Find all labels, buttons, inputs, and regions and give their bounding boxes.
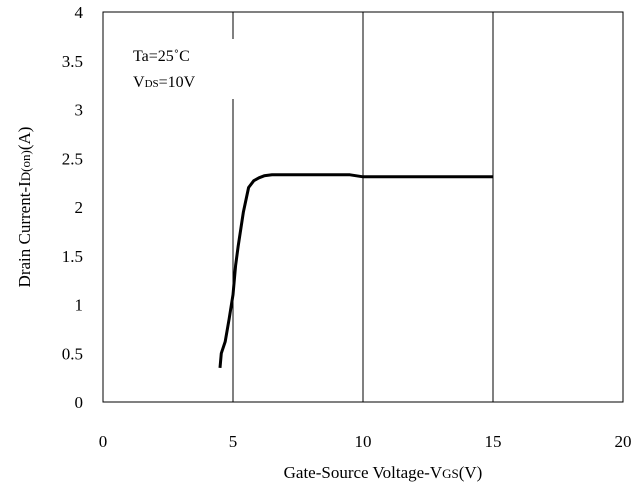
series-line (218, 173, 493, 369)
x-tick-label: 20 (615, 432, 632, 451)
annotation-background (121, 39, 251, 99)
y-tick-label: 0 (75, 393, 84, 412)
y-axis-label: Drain Current-ID(on)(A) (15, 127, 34, 288)
y-tick-label: 3.5 (62, 52, 83, 71)
x-axis-label: Gate-Source Voltage-VGS(V) (284, 463, 483, 482)
x-tick-labels: 0 5 10 15 20 (99, 432, 632, 451)
y-tick-label: 4 (75, 3, 84, 22)
x-tick-label: 0 (99, 432, 108, 451)
y-tick-label: 0.5 (62, 344, 83, 363)
annotation-temperature: Ta=25˚C (133, 48, 190, 65)
y-tick-labels: 0 0.5 1 1.5 2 2.5 3 3.5 4 (62, 3, 84, 412)
y-tick-label: 2 (75, 198, 84, 217)
y-tick-label: 1.5 (62, 247, 83, 266)
y-tick-label: 1 (75, 296, 84, 315)
annotation-box: Ta=25˚C VDS=10V (121, 39, 251, 99)
x-tick-label: 15 (485, 432, 502, 451)
y-tick-label: 3 (75, 101, 84, 120)
grid-lines (232, 12, 494, 402)
y-tick-label: 2.5 (62, 149, 83, 168)
x-tick-label: 10 (355, 432, 372, 451)
annotation-vds: VDS=10V (133, 74, 196, 91)
plot-frame (102, 11, 624, 403)
x-tick-label: 5 (229, 432, 238, 451)
